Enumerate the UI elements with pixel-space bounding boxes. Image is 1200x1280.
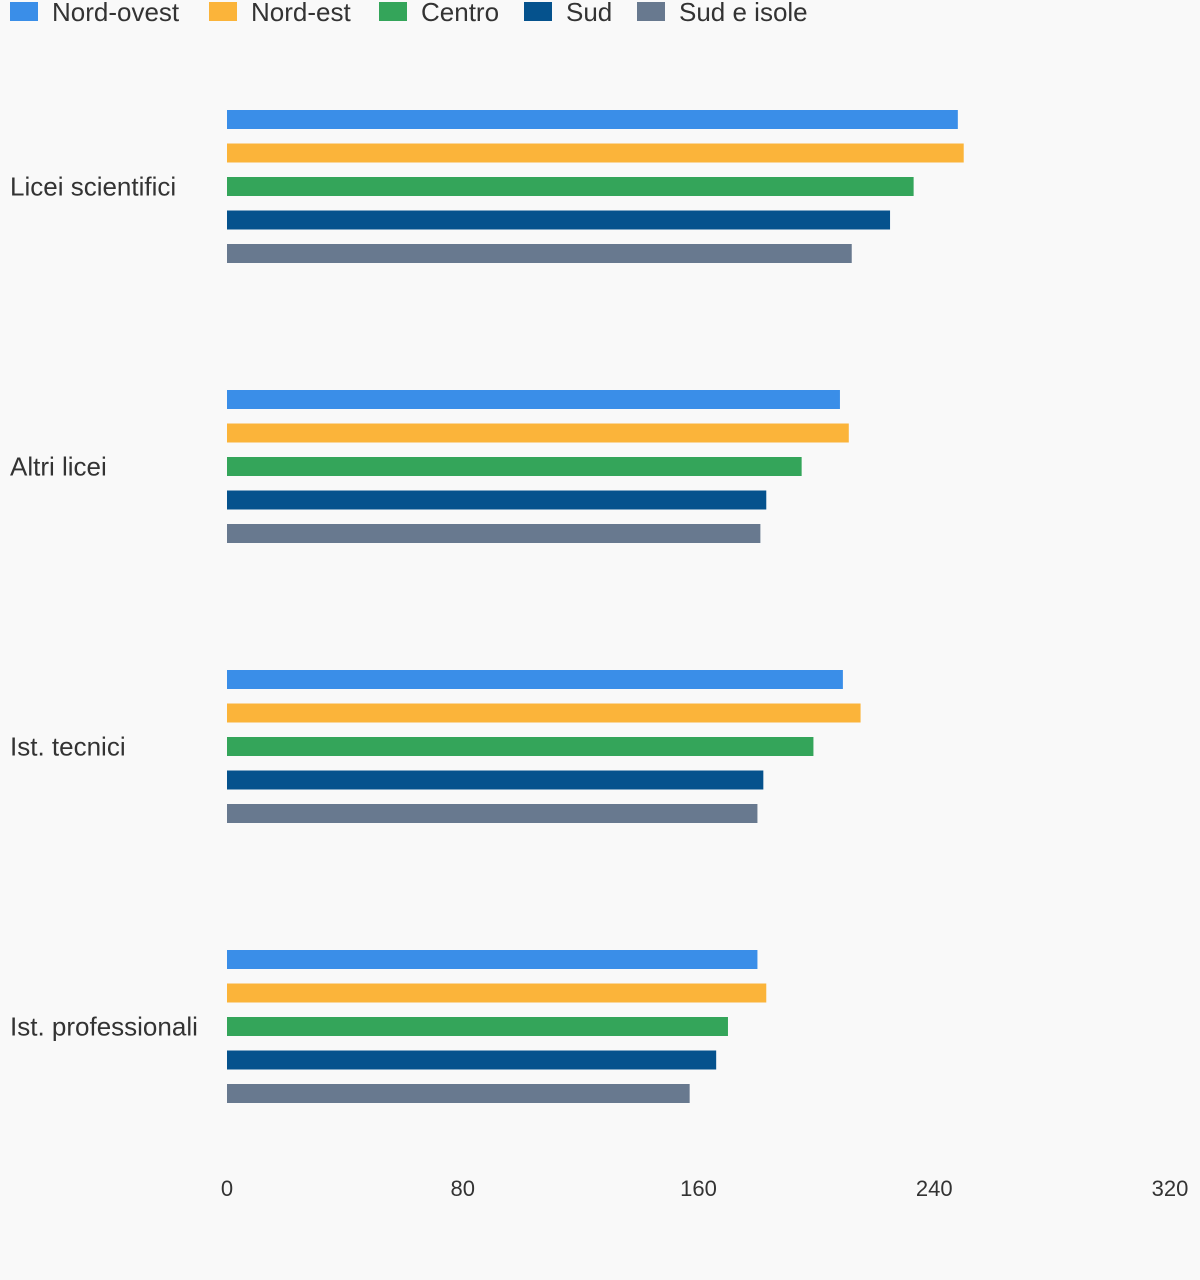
x-axis-ticks: 0 80 160 240 320 <box>221 1176 1188 1201</box>
x-tick-label-80: 80 <box>451 1176 475 1201</box>
bar-ist-professionali-sud <box>227 1050 717 1070</box>
bar-altri-licei-sud <box>227 490 767 510</box>
x-tick-label-240: 240 <box>916 1176 953 1201</box>
bar-altri-licei-nord-est <box>227 423 849 443</box>
legend-label-sud-e-isole: Sud e isole <box>679 0 808 27</box>
bar-ist-professionali-nord-est <box>227 983 767 1003</box>
bar-licei-scientifici-nord-ovest <box>227 110 958 129</box>
legend-swatch-sud-e-isole <box>637 2 665 21</box>
legend-swatch-nord-ovest <box>10 2 38 21</box>
legend-label-sud: Sud <box>566 0 612 27</box>
legend-label-nord-est: Nord-est <box>251 0 351 27</box>
bar-ist-professionali-centro <box>227 1017 728 1036</box>
bar-licei-scientifici-centro <box>227 177 914 196</box>
legend-label-centro: Centro <box>421 0 499 27</box>
x-tick-label-320: 320 <box>1152 1176 1189 1201</box>
bar-ist-tecnici-centro <box>227 737 814 756</box>
category-label-licei-scientifici: Licei scientifici <box>10 172 176 202</box>
bar-licei-scientifici-nord-est <box>227 143 964 163</box>
legend: Nord-ovest Nord-est Centro Sud Sud e isole <box>10 0 808 27</box>
legend-swatch-nord-est <box>209 2 237 21</box>
category-label-altri-licei: Altri licei <box>10 452 107 482</box>
bars <box>227 110 964 1103</box>
bar-altri-licei-sud-e-isole <box>227 524 761 543</box>
bar-ist-tecnici-nord-est <box>227 703 861 723</box>
x-tick-label-160: 160 <box>680 1176 717 1201</box>
bar-altri-licei-nord-ovest <box>227 390 840 409</box>
category-labels: Licei scientifici Altri licei Ist. tecnici… <box>10 172 198 1042</box>
legend-label-nord-ovest: Nord-ovest <box>52 0 180 27</box>
bar-altri-licei-centro <box>227 457 802 476</box>
category-label-ist-professionali: Ist. professionali <box>10 1012 198 1042</box>
bar-ist-tecnici-sud <box>227 770 764 790</box>
category-label-ist-tecnici: Ist. tecnici <box>10 732 126 762</box>
bar-ist-professionali-sud-e-isole <box>227 1084 690 1103</box>
bar-ist-tecnici-nord-ovest <box>227 670 843 689</box>
x-tick-label-0: 0 <box>221 1176 233 1201</box>
bar-licei-scientifici-sud <box>227 210 891 230</box>
bar-ist-professionali-nord-ovest <box>227 950 758 969</box>
bar-licei-scientifici-sud-e-isole <box>227 244 852 263</box>
bar-ist-tecnici-sud-e-isole <box>227 804 758 823</box>
legend-swatch-centro <box>379 2 407 21</box>
legend-swatch-sud <box>524 2 552 21</box>
